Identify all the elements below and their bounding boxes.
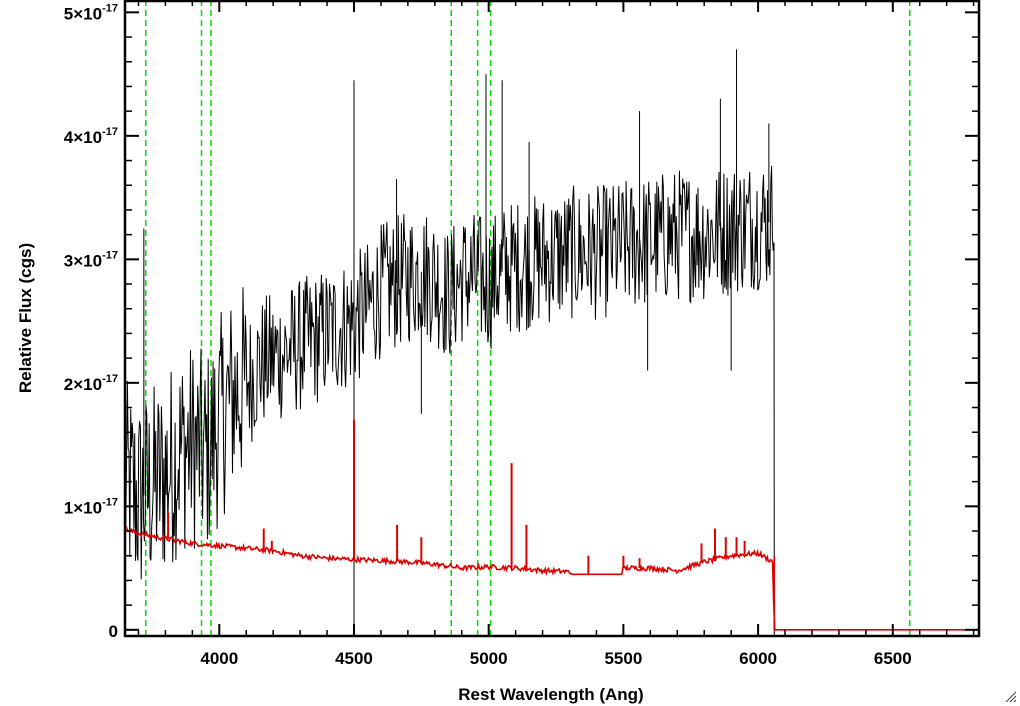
x-tick-label: 5000 — [470, 649, 508, 668]
series-observed-spectrum — [124, 165, 775, 637]
y-tick-label: 0 — [109, 622, 118, 641]
x-tick-label: 5500 — [604, 649, 642, 668]
series-layer — [124, 49, 979, 637]
x-tick-label: 4500 — [335, 649, 373, 668]
x-axis-title: Rest Wavelength (Ang) — [458, 685, 643, 704]
axis-ticks: 4000 4500 5000 5500 6000 6500 0 1×10-17 2×10-17 3… — [64, 0, 979, 668]
x-tick-label: 4000 — [200, 649, 238, 668]
resize-grip-icon[interactable] — [1004, 690, 1016, 702]
x-tick-label: 6500 — [874, 649, 912, 668]
y-tick-label: 5×10-17 — [64, 2, 118, 23]
axes-box — [123, 0, 981, 638]
y-axis-title: Relative Flux (cgs) — [16, 243, 35, 393]
y-tick-label: 2×10-17 — [64, 373, 118, 394]
y-tick-label: 4×10-17 — [64, 126, 118, 147]
reference-lines — [144, 0, 911, 636]
y-tick-label: 3×10-17 — [64, 249, 118, 270]
y-tick-label: 1×10-17 — [64, 496, 118, 517]
axes-frame — [123, 0, 981, 638]
series-model-spectrum — [124, 524, 979, 631]
x-tick-label: 6000 — [739, 649, 777, 668]
